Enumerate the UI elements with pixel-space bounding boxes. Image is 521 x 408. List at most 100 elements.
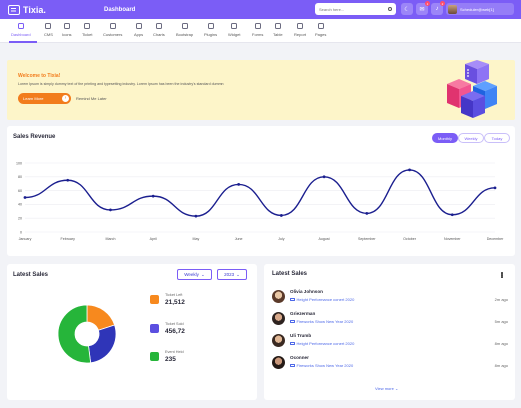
arrow-right-icon: › — [62, 95, 69, 102]
data-point[interactable] — [322, 175, 326, 179]
y-tick-label: 60 — [18, 189, 22, 193]
more-options-icon[interactable] — [501, 272, 503, 279]
legend-swatch — [150, 295, 159, 304]
y-tick-label: 20 — [18, 217, 22, 221]
widget-icon — [231, 23, 238, 29]
x-tick-label: July — [278, 237, 285, 241]
avatar — [272, 356, 285, 369]
donut-slice[interactable] — [57, 304, 92, 364]
nav-item-report[interactable]: Report — [294, 23, 306, 37]
user-profile-menu[interactable]: Scheduler@web[1] — [446, 3, 514, 15]
home-icon — [17, 23, 24, 29]
period-dropdown[interactable]: Weekly ⌄ — [177, 269, 212, 280]
latest-sales-title: Latest Sales — [13, 272, 49, 278]
view-more-link[interactable]: View more ⌄ — [375, 386, 399, 391]
data-point[interactable] — [194, 214, 198, 218]
plus-icon — [63, 23, 70, 29]
user-email: Scheduler@web[1] — [460, 6, 494, 12]
nav-item-pages[interactable]: Pages — [315, 23, 326, 37]
donut-slice[interactable] — [88, 324, 117, 364]
moon-icon: ☾ — [404, 6, 410, 13]
users-icon — [109, 23, 116, 29]
nav-item-table[interactable]: Table — [273, 23, 283, 37]
tab-weekly[interactable]: Weekly — [458, 133, 484, 143]
remind-later-link[interactable]: Remind Me Later — [76, 96, 107, 101]
sales-revenue-chart: 0 20 40 60 80 100 January February March April May… — [16, 161, 504, 241]
search-placeholder: Search here... — [319, 6, 345, 12]
year-dropdown[interactable]: 2023 ⌄ — [217, 269, 247, 280]
cms-icon — [45, 23, 52, 29]
welcome-title: Welcome to Tixia! — [18, 73, 61, 79]
latest-sales-list-card: Latest Sales Olivia Johnson Height Perfo… — [264, 264, 515, 400]
legend-swatch — [150, 324, 159, 333]
notifications-button[interactable]: ♪ 2 — [431, 1, 445, 15]
y-tick-label: 40 — [18, 203, 22, 207]
chevron-down-icon: ⌄ — [394, 386, 399, 391]
search-input[interactable]: Search here... — [315, 3, 396, 15]
nav-item-apps[interactable]: Apps — [134, 23, 143, 37]
data-point[interactable] — [450, 213, 454, 217]
mail-icon: ✉ — [419, 6, 425, 13]
data-point[interactable] — [109, 208, 112, 212]
nav-item-bootstrap[interactable]: Bootstrap — [176, 23, 193, 37]
list-item[interactable]: Uli Trumb Height Performance conert 2020… — [272, 333, 508, 353]
nav-item-plugins[interactable]: Plugins — [204, 23, 217, 37]
x-tick-label: April — [150, 237, 157, 241]
y-tick-label: 0 — [20, 230, 22, 234]
chevron-down-icon: ⌄ — [236, 271, 240, 277]
y-tick-label: 80 — [18, 175, 22, 179]
welcome-text: Lorem Ipsum is simply dummy text of the … — [18, 82, 224, 86]
nav-item-dashboard[interactable]: Dashboard — [11, 23, 31, 37]
data-point[interactable] — [23, 196, 27, 199]
brand-logo[interactable]: Tixia. — [8, 4, 88, 15]
avatar — [272, 334, 285, 347]
x-tick-label: November — [444, 237, 461, 241]
sales-revenue-card: Sales Revenue Monthly Weekly Today 0 20 40… — [7, 126, 515, 256]
messages-button[interactable]: ✉ 1 — [416, 1, 430, 15]
list-item[interactable]: Oconner Fireworks Show New Year 2020 8m … — [272, 355, 508, 375]
data-point[interactable] — [365, 211, 369, 215]
avatar — [448, 4, 457, 14]
data-point[interactable] — [408, 168, 411, 172]
form-icon — [254, 23, 261, 29]
nav-item-icons[interactable]: Icons — [62, 23, 72, 37]
bell-icon: ♪ — [435, 6, 439, 12]
page-title: Dashboard — [104, 6, 136, 13]
messages-badge: 1 — [425, 1, 430, 6]
nav-item-cms[interactable]: CMS — [44, 23, 53, 37]
apps-icon — [135, 23, 142, 29]
nav-item-ticket[interactable]: Ticket — [82, 23, 93, 37]
ticket-icon — [290, 341, 295, 346]
x-tick-label: June — [235, 237, 243, 241]
legend-swatch — [150, 352, 159, 361]
data-point[interactable] — [279, 214, 283, 217]
dark-mode-button[interactable]: ☾ — [401, 3, 413, 15]
list-item[interactable]: Olivia Johnson Height Performance conert… — [272, 289, 508, 309]
x-tick-label: January — [19, 237, 32, 241]
nav-item-forms[interactable]: Forms — [252, 23, 263, 37]
brand-name: Tixia. — [23, 4, 46, 15]
data-point[interactable] — [66, 178, 70, 182]
x-tick-label: September — [358, 237, 376, 241]
latest-sales-list-title: Latest Sales — [272, 271, 308, 277]
nav-item-customers[interactable]: Customers — [103, 23, 122, 37]
nav-item-charts[interactable]: Charts — [153, 23, 165, 37]
data-point[interactable] — [237, 182, 241, 186]
welcome-banner: Welcome to Tixia! Lorem Ipsum is simply … — [7, 60, 515, 120]
nav-item-widget[interactable]: Widget — [228, 23, 240, 37]
data-point[interactable] — [493, 186, 497, 190]
x-tick-label: December — [487, 237, 504, 241]
latest-sales-card: Latest Sales Weekly ⌄ 2023 ⌄ Ticket Left… — [7, 264, 257, 400]
x-tick-label: March — [105, 237, 115, 241]
tab-monthly[interactable]: Monthly — [432, 133, 458, 143]
search-icon[interactable] — [388, 7, 392, 11]
learn-more-button[interactable]: Learn More › — [18, 93, 71, 104]
avatar — [272, 312, 285, 325]
chart-icon — [155, 23, 162, 29]
list-item[interactable]: Griezerman Fireworks Show New Year 2020 … — [272, 311, 508, 331]
report-icon — [297, 23, 303, 29]
x-tick-label: May — [193, 237, 200, 241]
data-point[interactable] — [151, 194, 155, 198]
chat-logo-icon — [8, 4, 20, 15]
tab-today[interactable]: Today — [484, 133, 510, 143]
